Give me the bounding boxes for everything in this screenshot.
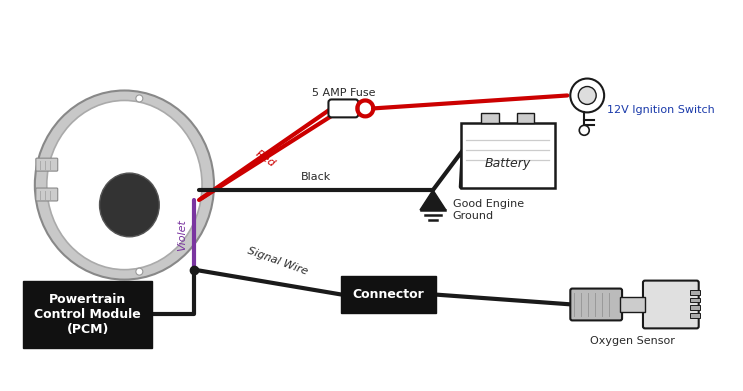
Bar xyxy=(690,314,700,318)
Text: Powertrain
Control Module
(PCM): Powertrain Control Module (PCM) xyxy=(34,293,141,336)
FancyBboxPatch shape xyxy=(516,113,534,123)
Bar xyxy=(620,296,645,312)
Bar xyxy=(690,298,700,303)
Text: Red: Red xyxy=(254,149,278,170)
FancyBboxPatch shape xyxy=(461,123,555,188)
FancyBboxPatch shape xyxy=(341,276,436,314)
Ellipse shape xyxy=(35,90,214,280)
Circle shape xyxy=(578,86,596,104)
Text: 12V Ignition Switch: 12V Ignition Switch xyxy=(607,106,715,115)
Text: Battery: Battery xyxy=(484,157,531,170)
FancyBboxPatch shape xyxy=(643,281,698,328)
Text: Good Engine
Ground: Good Engine Ground xyxy=(453,199,524,221)
FancyBboxPatch shape xyxy=(328,99,358,117)
Circle shape xyxy=(136,268,143,275)
Text: Black: Black xyxy=(300,172,331,182)
Polygon shape xyxy=(420,190,446,210)
Circle shape xyxy=(580,126,589,135)
FancyBboxPatch shape xyxy=(571,289,622,320)
FancyBboxPatch shape xyxy=(36,158,58,171)
FancyBboxPatch shape xyxy=(481,113,499,123)
Ellipse shape xyxy=(47,100,202,270)
FancyBboxPatch shape xyxy=(23,281,152,348)
Text: Violet: Violet xyxy=(177,219,187,251)
Bar xyxy=(690,305,700,310)
Text: Connector: Connector xyxy=(352,288,424,301)
Text: Oxygen Sensor: Oxygen Sensor xyxy=(590,336,675,346)
Bar xyxy=(690,290,700,294)
Circle shape xyxy=(571,79,604,112)
Ellipse shape xyxy=(100,173,159,237)
Text: 5 AMP Fuse: 5 AMP Fuse xyxy=(311,88,375,99)
FancyBboxPatch shape xyxy=(36,188,58,201)
Circle shape xyxy=(136,95,143,102)
Text: Signal Wire: Signal Wire xyxy=(246,246,309,276)
